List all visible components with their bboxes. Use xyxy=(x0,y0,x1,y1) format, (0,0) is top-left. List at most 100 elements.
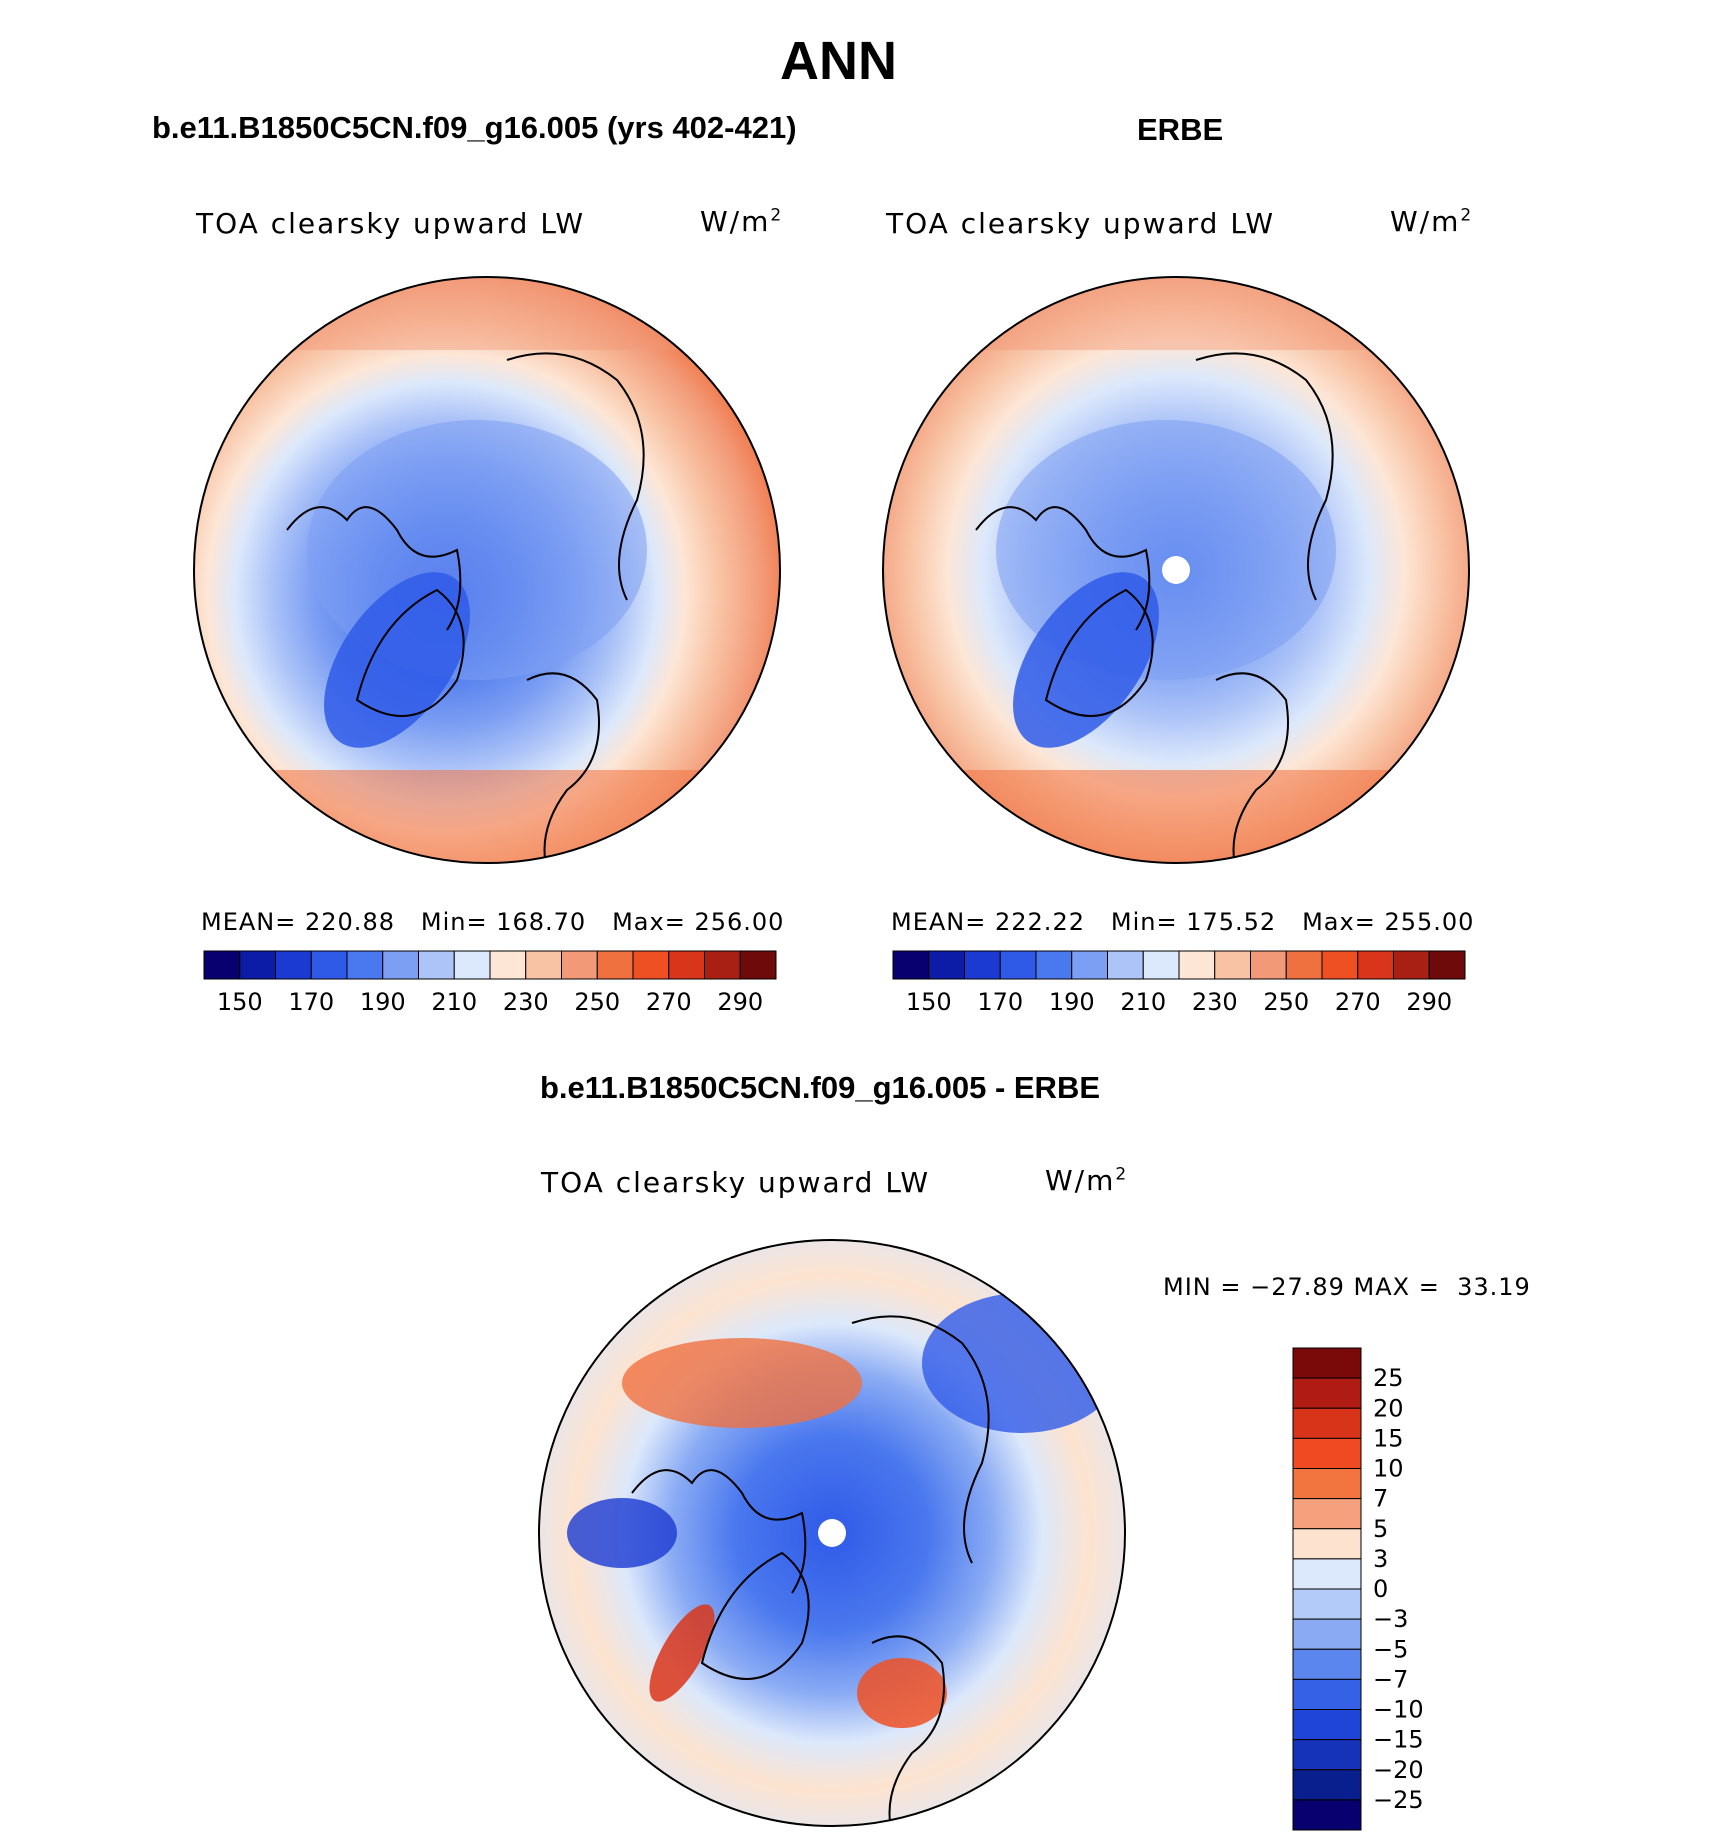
diff-colorbar-tick-label: 15 xyxy=(1373,1424,1404,1452)
diff-warm-bias-scandinavia xyxy=(857,1658,947,1728)
obs-colorbar-tick-label: 230 xyxy=(1192,988,1238,1016)
diff-coastline-0 xyxy=(631,1469,807,1594)
diff-colorbar-tick-label: −15 xyxy=(1373,1726,1424,1754)
model-coastline-3 xyxy=(526,672,600,863)
diff-variable-label: TOA clearsky upward LW xyxy=(541,1166,931,1199)
diff-colorbar-tick-label: 10 xyxy=(1373,1455,1404,1483)
obs-colorbar-box xyxy=(1250,950,1287,980)
model-variable-label: TOA clearsky upward LW xyxy=(196,207,586,240)
obs-min-label: Min= xyxy=(1110,908,1178,936)
model-colorbar-tick-label: 190 xyxy=(360,988,406,1016)
diff-colorbar-box xyxy=(1292,1709,1362,1741)
model-colorbar-tick-label: 150 xyxy=(217,988,263,1016)
diff-cold-bias-canada xyxy=(567,1498,677,1568)
model-colorbar-box xyxy=(275,950,312,980)
model-units-exp: 2 xyxy=(770,205,784,226)
obs-stats: MEAN= 222.22 Min= 175.52 Max= 255.00 xyxy=(891,908,1474,936)
obs-max-value: 255.00 xyxy=(1384,908,1475,936)
diff-colorbar-box xyxy=(1292,1347,1362,1379)
diff-colorbar-box xyxy=(1292,1618,1362,1650)
obs-colorbar-box xyxy=(1035,950,1073,980)
model-map xyxy=(194,277,780,863)
obs-min-value: 175.52 xyxy=(1186,908,1277,936)
diff-colorbar-box xyxy=(1292,1769,1362,1801)
diff-units-exp: 2 xyxy=(1115,1164,1129,1185)
diff-colorbar-tick-label: 3 xyxy=(1373,1545,1388,1573)
obs-colorbar-box xyxy=(1071,950,1108,980)
model-colorbar-tick-label: 210 xyxy=(431,988,477,1016)
diff-colorbar-tick-label: 20 xyxy=(1373,1394,1404,1422)
obs-coastline-3 xyxy=(1215,672,1289,863)
diff-colorbar-tick-label: 7 xyxy=(1373,1485,1388,1513)
model-colorbar-box xyxy=(739,950,777,980)
model-units-label: W/m2 xyxy=(700,205,783,238)
diff-coastline-3 xyxy=(871,1635,945,1826)
model-colorbar-box xyxy=(668,950,705,980)
obs-panel-header: ERBE xyxy=(1137,112,1224,147)
model-coastline-1 xyxy=(355,588,465,717)
model-colorbar-box xyxy=(418,950,455,980)
diff-colorbar-box xyxy=(1292,1558,1362,1590)
obs-coastline-2 xyxy=(1195,352,1334,601)
diff-warm-bias-greenland-coast xyxy=(649,1604,715,1702)
diff-units-base: W/m xyxy=(1045,1164,1116,1197)
model-stats: MEAN= 220.88 Min= 168.70 Max= 256.00 xyxy=(201,908,784,936)
obs-colorbar-tick-label: 150 xyxy=(906,988,952,1016)
obs-colorbar-tick-label: 170 xyxy=(977,988,1023,1016)
model-colorbar-tick-label: 250 xyxy=(574,988,620,1016)
model-colorbar-box xyxy=(382,950,419,980)
obs-max-label: Max= xyxy=(1302,908,1376,936)
model-panel-header: b.e11.B1850C5CN.f09_g16.005 (yrs 402-421… xyxy=(152,110,797,145)
model-colorbar-box xyxy=(310,950,348,980)
obs-colorbar-tick-label: 250 xyxy=(1263,988,1309,1016)
model-colorbar-box xyxy=(561,950,598,980)
model-max-value: 256.00 xyxy=(694,908,785,936)
diff-colorbar-box xyxy=(1292,1799,1362,1831)
obs-colorbar-box xyxy=(1428,950,1466,980)
diff-colorbar-tick-label: −7 xyxy=(1373,1665,1408,1693)
obs-map-border xyxy=(882,276,1470,864)
model-min-label: Min= xyxy=(420,908,488,936)
obs-colorbar-box xyxy=(1357,950,1394,980)
diff-colorbar-tick-label: −10 xyxy=(1373,1696,1424,1724)
model-colorbar-box xyxy=(704,950,741,980)
model-min-value: 168.70 xyxy=(496,908,587,936)
obs-colorbar-tick-label: 290 xyxy=(1406,988,1452,1016)
model-greenland-minimum xyxy=(324,572,470,748)
diff-colorbar-box xyxy=(1292,1407,1362,1439)
diff-warm-bias-siberia xyxy=(622,1338,862,1428)
model-coastline-0 xyxy=(286,506,462,631)
diff-colorbar-box xyxy=(1292,1648,1362,1680)
diff-colorbar-tick-label: −5 xyxy=(1373,1635,1408,1663)
model-colorbar-tick-label: 230 xyxy=(503,988,549,1016)
diff-colorbar-box xyxy=(1292,1678,1362,1710)
obs-colorbar-tick-label: 190 xyxy=(1049,988,1095,1016)
diff-colorbar-box xyxy=(1292,1468,1362,1500)
diff-colorbar-tick-label: 0 xyxy=(1373,1575,1388,1603)
obs-colorbar-box xyxy=(964,950,1001,980)
diff-colorbar-tick-label: −25 xyxy=(1373,1786,1424,1814)
diff-colorbar-tick-label: 5 xyxy=(1373,1515,1388,1543)
diff-colorbar-tick-label: 25 xyxy=(1373,1364,1404,1392)
diff-colorbar-tick-label: −3 xyxy=(1373,1605,1408,1633)
diff-colorbar-box xyxy=(1292,1377,1362,1409)
obs-colorbar-box xyxy=(1393,950,1430,980)
obs-coastline-1 xyxy=(1044,588,1154,717)
model-map-border xyxy=(193,276,781,864)
obs-colorbar-box xyxy=(1214,950,1251,980)
model-max-label: Max= xyxy=(612,908,686,936)
obs-colorbar-box xyxy=(1285,950,1323,980)
diff-units-label: W/m2 xyxy=(1045,1164,1128,1197)
model-units-base: W/m xyxy=(700,205,771,238)
obs-units-base: W/m xyxy=(1390,205,1461,238)
diff-colorbar-box xyxy=(1292,1498,1362,1530)
model-pacific-warm-band xyxy=(194,277,780,350)
model-mean-value: 220.88 xyxy=(305,908,395,936)
model-colorbar-box xyxy=(453,950,491,980)
model-colorbar-tick-label: 290 xyxy=(717,988,763,1016)
obs-map xyxy=(883,277,1469,863)
obs-greenland-minimum xyxy=(1013,572,1159,748)
diff-map-border xyxy=(538,1239,1126,1827)
model-colorbar-box xyxy=(632,950,670,980)
